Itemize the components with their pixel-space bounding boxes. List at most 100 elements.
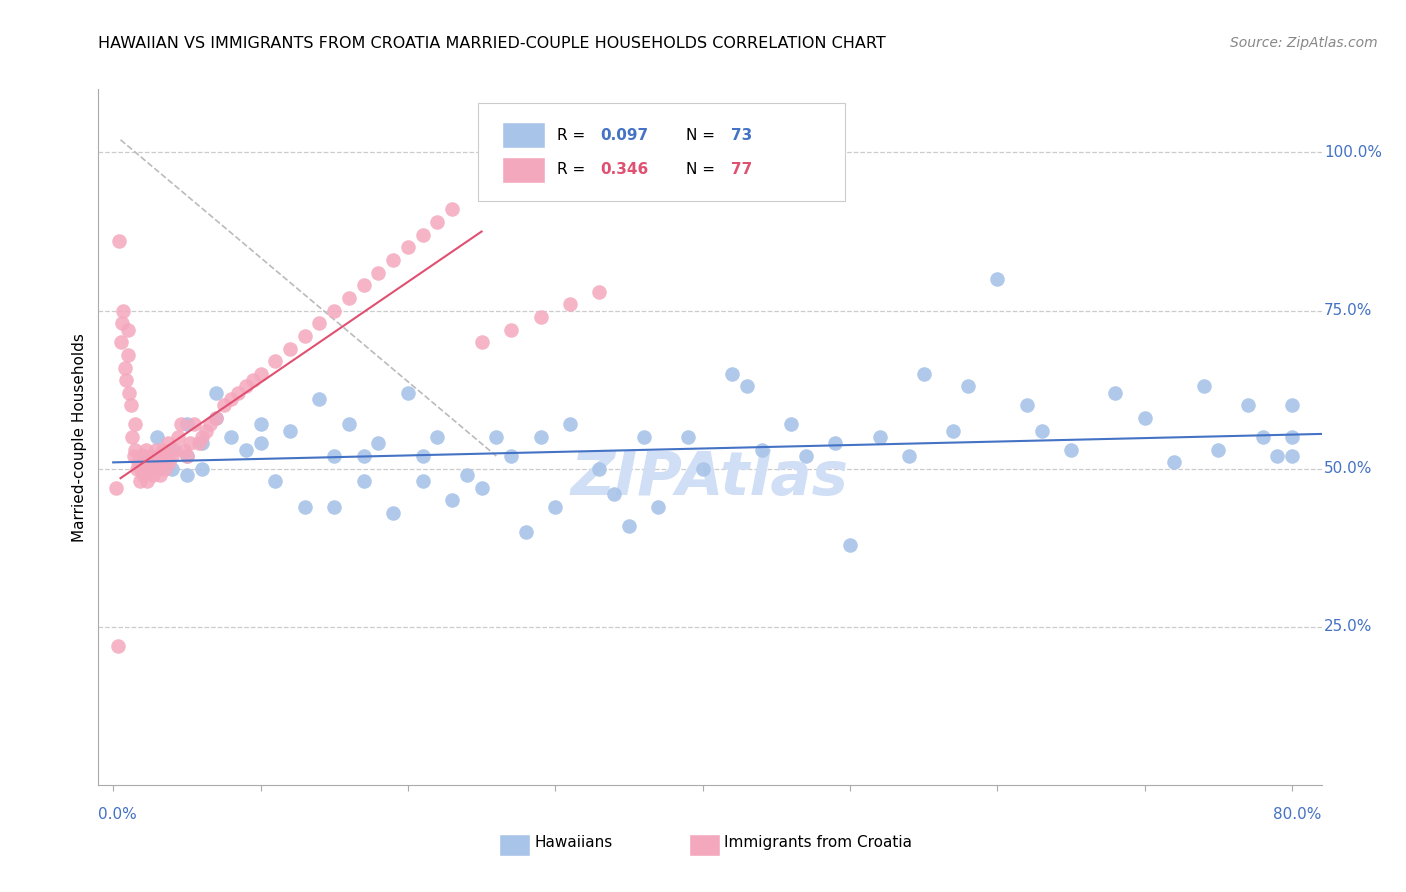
Point bbox=[129, 461, 152, 475]
Point bbox=[148, 449, 170, 463]
Point bbox=[735, 379, 758, 393]
Point bbox=[353, 475, 375, 489]
Point bbox=[135, 461, 157, 475]
Point bbox=[499, 322, 522, 336]
Point bbox=[115, 373, 138, 387]
Point bbox=[382, 252, 405, 267]
Point bbox=[200, 417, 222, 432]
Point bbox=[138, 455, 160, 469]
Point bbox=[308, 392, 330, 406]
Point bbox=[167, 430, 190, 444]
Point bbox=[152, 442, 174, 457]
Point bbox=[1281, 399, 1303, 413]
Point bbox=[1237, 399, 1260, 413]
Point bbox=[633, 430, 655, 444]
Point bbox=[219, 392, 242, 406]
Point bbox=[150, 455, 173, 469]
Point bbox=[135, 442, 157, 457]
Point bbox=[839, 538, 862, 552]
Point bbox=[165, 442, 187, 457]
Text: HAWAIIAN VS IMMIGRANTS FROM CROATIA MARRIED-COUPLE HOUSEHOLDS CORRELATION CHART: HAWAIIAN VS IMMIGRANTS FROM CROATIA MARR… bbox=[98, 36, 886, 51]
Point bbox=[603, 487, 626, 501]
Point bbox=[485, 430, 508, 444]
Point bbox=[170, 417, 193, 432]
Point bbox=[219, 430, 242, 444]
Point bbox=[264, 475, 287, 489]
Point bbox=[294, 329, 316, 343]
Point bbox=[132, 449, 155, 463]
Point bbox=[337, 417, 360, 432]
Point bbox=[190, 430, 212, 444]
Point bbox=[190, 436, 212, 450]
Point bbox=[412, 227, 434, 242]
Point bbox=[142, 468, 165, 483]
Point bbox=[471, 335, 494, 350]
Text: R =: R = bbox=[557, 128, 591, 143]
Point bbox=[124, 417, 146, 432]
Point bbox=[146, 461, 169, 475]
Point bbox=[179, 436, 201, 450]
Point bbox=[529, 310, 551, 324]
Point bbox=[183, 417, 205, 432]
FancyBboxPatch shape bbox=[502, 122, 546, 148]
Point bbox=[160, 449, 183, 463]
Point bbox=[205, 411, 228, 425]
Point bbox=[1163, 455, 1185, 469]
Text: 75.0%: 75.0% bbox=[1324, 303, 1372, 318]
Text: 25.0%: 25.0% bbox=[1324, 619, 1372, 634]
Point bbox=[160, 442, 183, 457]
Point bbox=[117, 322, 139, 336]
Point bbox=[441, 493, 464, 508]
Point bbox=[323, 303, 346, 318]
Point bbox=[382, 506, 405, 520]
Point bbox=[499, 449, 522, 463]
Point bbox=[205, 411, 228, 425]
Point bbox=[529, 430, 551, 444]
Point bbox=[176, 468, 198, 483]
Text: Hawaiians: Hawaiians bbox=[534, 836, 613, 850]
Y-axis label: Married-couple Households: Married-couple Households bbox=[72, 333, 87, 541]
Point bbox=[471, 481, 494, 495]
Point bbox=[1281, 449, 1303, 463]
Point bbox=[155, 449, 177, 463]
Point bbox=[128, 475, 150, 489]
Point bbox=[426, 215, 449, 229]
Point bbox=[780, 417, 803, 432]
Text: R =: R = bbox=[557, 162, 591, 178]
Text: ZIPAtlas: ZIPAtlas bbox=[571, 450, 849, 508]
Point bbox=[956, 379, 979, 393]
Point bbox=[122, 449, 145, 463]
Point bbox=[323, 449, 346, 463]
Text: 0.0%: 0.0% bbox=[98, 807, 138, 822]
Point bbox=[143, 455, 166, 469]
Point bbox=[108, 234, 131, 248]
Point bbox=[558, 297, 581, 311]
Point bbox=[114, 360, 136, 375]
Point bbox=[242, 373, 264, 387]
Point bbox=[157, 455, 180, 469]
Point bbox=[118, 385, 141, 400]
Text: 0.346: 0.346 bbox=[600, 162, 648, 178]
Text: Immigrants from Croatia: Immigrants from Croatia bbox=[724, 836, 912, 850]
Point bbox=[107, 639, 129, 653]
Point bbox=[139, 461, 162, 475]
Point bbox=[228, 385, 250, 400]
Point bbox=[105, 481, 128, 495]
Point bbox=[515, 524, 537, 539]
Point bbox=[1104, 385, 1126, 400]
Point bbox=[125, 461, 148, 475]
Point bbox=[986, 272, 1008, 286]
Point bbox=[187, 436, 209, 450]
Point bbox=[898, 449, 921, 463]
Point bbox=[190, 461, 212, 475]
FancyBboxPatch shape bbox=[478, 103, 845, 201]
Text: 0.097: 0.097 bbox=[600, 128, 648, 143]
Point bbox=[396, 385, 419, 400]
Point bbox=[145, 442, 167, 457]
Point bbox=[1015, 399, 1038, 413]
Text: 100.0%: 100.0% bbox=[1324, 145, 1382, 160]
Point bbox=[337, 291, 360, 305]
Point bbox=[441, 202, 464, 217]
Point bbox=[131, 468, 153, 483]
Point bbox=[235, 379, 257, 393]
